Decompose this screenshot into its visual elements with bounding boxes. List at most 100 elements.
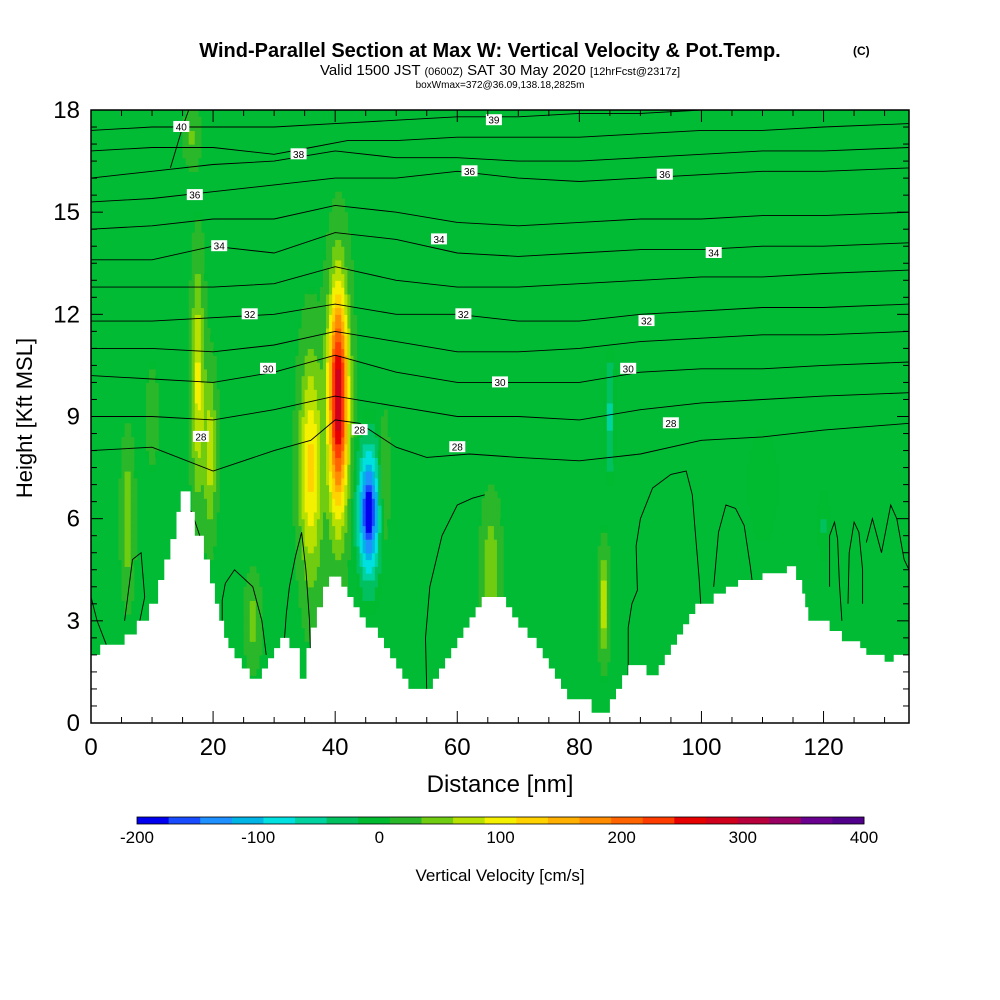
field-cell bbox=[307, 505, 312, 513]
x-tick-label: 80 bbox=[566, 734, 593, 761]
field-cell bbox=[200, 287, 205, 295]
field-cell bbox=[490, 586, 495, 595]
field-cell bbox=[322, 273, 327, 281]
field-cell bbox=[774, 491, 779, 499]
field-cell bbox=[304, 607, 309, 615]
field-cell bbox=[329, 225, 333, 234]
field-cell bbox=[481, 566, 486, 574]
field-cell bbox=[313, 593, 318, 601]
field-cell bbox=[600, 675, 605, 683]
field-cell bbox=[200, 368, 205, 377]
field-cell bbox=[606, 375, 611, 384]
field-cell bbox=[316, 545, 321, 554]
field-cell bbox=[118, 484, 123, 493]
field-cell bbox=[347, 505, 352, 513]
field-cell bbox=[322, 341, 327, 349]
field-cell bbox=[200, 362, 205, 370]
field-cell bbox=[603, 457, 608, 465]
field-cell bbox=[216, 436, 220, 445]
field-cell bbox=[206, 355, 211, 363]
field-cell bbox=[191, 314, 196, 322]
field-cell bbox=[304, 423, 309, 431]
field-cell bbox=[365, 532, 370, 540]
field-cell bbox=[384, 484, 388, 493]
field-cell bbox=[341, 334, 345, 343]
field-cell bbox=[252, 661, 257, 670]
x-tick-label: 60 bbox=[444, 734, 471, 761]
field-cell bbox=[249, 648, 254, 656]
field-cell bbox=[124, 457, 129, 465]
colorbar-segment bbox=[547, 817, 580, 824]
field-cell bbox=[338, 402, 342, 411]
field-cell bbox=[206, 334, 211, 343]
field-cell bbox=[188, 389, 193, 397]
field-cell bbox=[597, 573, 602, 581]
field-cell bbox=[332, 253, 336, 261]
field-cell bbox=[130, 545, 135, 554]
field-cell bbox=[332, 348, 336, 356]
field-cell bbox=[771, 484, 776, 493]
field-cell bbox=[612, 436, 617, 445]
field-cell bbox=[356, 464, 361, 472]
field-cell bbox=[301, 505, 306, 513]
field-cell bbox=[335, 566, 339, 574]
field-cell bbox=[301, 362, 306, 370]
field-cell bbox=[295, 382, 300, 390]
field-cell bbox=[384, 532, 388, 540]
field-cell bbox=[347, 416, 352, 424]
field-cell bbox=[362, 593, 367, 601]
field-cell bbox=[298, 600, 303, 608]
field-cell bbox=[246, 586, 251, 595]
field-cell bbox=[319, 443, 324, 452]
field-cell bbox=[322, 396, 327, 404]
field-cell bbox=[387, 436, 391, 445]
field-cell bbox=[329, 382, 333, 390]
field-cell bbox=[335, 355, 339, 363]
field-cell bbox=[756, 525, 761, 533]
field-cell bbox=[194, 300, 199, 309]
field-cell bbox=[341, 416, 345, 424]
field-cell bbox=[612, 443, 617, 452]
field-cell bbox=[356, 457, 361, 465]
field-cell bbox=[823, 539, 828, 547]
field-cell bbox=[753, 491, 757, 499]
field-cell bbox=[210, 518, 214, 527]
field-cell bbox=[341, 375, 345, 384]
field-cell bbox=[197, 334, 202, 343]
field-cell bbox=[322, 362, 327, 370]
field-cell bbox=[197, 443, 202, 452]
field-cell bbox=[145, 402, 150, 411]
field-cell bbox=[817, 518, 822, 527]
field-cell bbox=[347, 314, 352, 322]
field-cell bbox=[124, 436, 129, 445]
field-cell bbox=[210, 464, 214, 472]
field-cell bbox=[298, 362, 303, 370]
field-cell bbox=[603, 443, 608, 452]
field-cell bbox=[365, 586, 370, 595]
title-copyright-mark: (C) bbox=[853, 44, 870, 58]
field-cell bbox=[304, 559, 309, 567]
field-cell bbox=[197, 246, 202, 254]
field-cell bbox=[319, 470, 324, 479]
field-cell bbox=[307, 355, 312, 363]
field-cell bbox=[213, 505, 217, 513]
field-cell bbox=[750, 511, 754, 520]
field-cell bbox=[188, 416, 193, 424]
field-cell bbox=[341, 409, 345, 418]
field-cell bbox=[359, 450, 364, 458]
field-cell bbox=[121, 505, 126, 513]
field-cell bbox=[493, 518, 498, 527]
field-cell bbox=[484, 539, 489, 547]
field-cell bbox=[292, 491, 297, 499]
field-cell bbox=[200, 280, 205, 288]
field-cell bbox=[316, 559, 321, 567]
field-cell bbox=[603, 668, 608, 676]
field-cell bbox=[307, 545, 312, 554]
field-cell bbox=[197, 287, 202, 295]
field-cell bbox=[310, 464, 315, 472]
field-cell bbox=[194, 280, 199, 288]
field-cell bbox=[200, 382, 205, 390]
field-cell bbox=[341, 341, 345, 349]
field-cell bbox=[329, 539, 333, 547]
field-cell bbox=[362, 416, 367, 424]
